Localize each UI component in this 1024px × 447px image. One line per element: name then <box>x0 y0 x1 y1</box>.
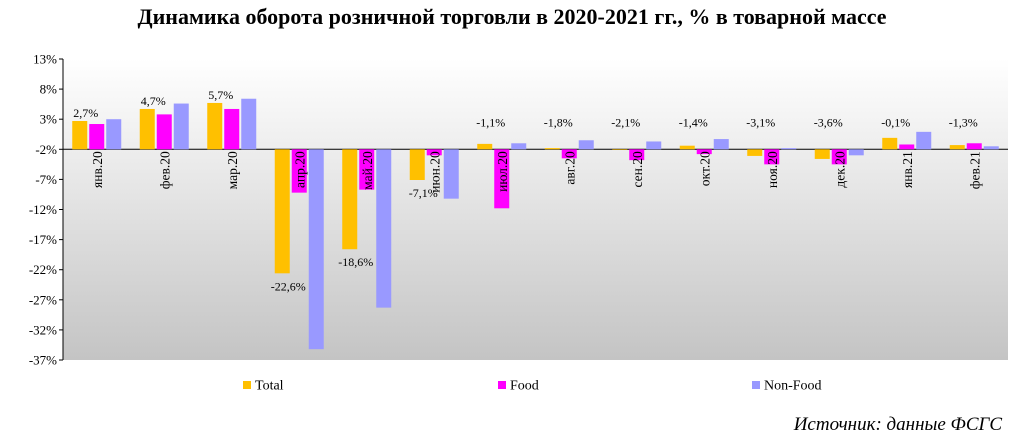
bar-total-14 <box>949 145 965 150</box>
bar-non-food-3 <box>241 98 257 150</box>
bar-non-food-9 <box>646 141 662 150</box>
category-label: дек.20 <box>832 151 847 188</box>
category-label: май.20 <box>360 151 375 190</box>
bar-non-food-13 <box>916 131 932 150</box>
bar-food-14 <box>966 143 982 150</box>
bar-food-1 <box>89 124 105 150</box>
bar-total-7 <box>477 143 493 150</box>
bar-food-8 <box>561 149 577 159</box>
data-label-total: -2,1% <box>611 115 640 129</box>
chart-title: Динамика оборота розничной торговли в 20… <box>137 4 887 29</box>
bar-total-2 <box>139 108 155 150</box>
category-label: фев.20 <box>157 151 172 189</box>
bar-total-11 <box>747 149 763 156</box>
category-label: апр.20 <box>292 151 307 188</box>
bar-non-food-7 <box>511 143 527 150</box>
bar-total-6 <box>409 149 425 181</box>
data-label-total: 4,7% <box>141 94 166 108</box>
y-tick-label: 3% <box>40 112 58 127</box>
legend-swatch-non-food <box>752 381 760 389</box>
bar-non-food-6 <box>443 149 459 199</box>
bar-non-food-11 <box>781 148 797 150</box>
bar-total-12 <box>814 149 830 159</box>
bar-food-4 <box>291 149 307 193</box>
data-label-total: -1,4% <box>679 115 708 129</box>
data-label-total: -1,1% <box>476 115 505 129</box>
y-tick-label: -32% <box>29 322 57 337</box>
bar-non-food-4 <box>308 149 324 350</box>
legend-label: Non-Food <box>764 379 822 394</box>
legend-swatch-food <box>498 381 506 389</box>
bar-food-11 <box>764 149 780 165</box>
bar-non-food-2 <box>173 103 189 150</box>
bar-food-10 <box>696 149 712 155</box>
y-tick-label: -2% <box>35 142 57 157</box>
bar-total-8 <box>544 148 560 150</box>
category-label: мар.20 <box>225 151 240 189</box>
bar-total-4 <box>274 149 290 274</box>
category-label: ноя.20 <box>765 151 780 188</box>
data-label-total: -1,8% <box>544 115 573 129</box>
category-label: окт.20 <box>697 151 712 186</box>
source-note: Источник: данные ФСГС <box>793 414 1002 435</box>
bar-food-12 <box>831 149 847 165</box>
bar-food-6 <box>426 149 442 156</box>
bar-food-5 <box>359 149 375 190</box>
category-label: июн.20 <box>427 151 442 193</box>
bar-non-food-8 <box>578 140 594 150</box>
bar-total-5 <box>342 149 358 250</box>
y-tick-label: -22% <box>29 262 57 277</box>
bar-food-9 <box>629 149 645 161</box>
bar-food-3 <box>224 108 240 150</box>
legend-label: Food <box>510 379 539 394</box>
data-label-total: -3,1% <box>746 115 775 129</box>
data-label-total: 5,7% <box>208 88 233 102</box>
y-tick-label: -17% <box>29 232 57 247</box>
bar-total-13 <box>882 137 898 150</box>
category-label: авг.20 <box>562 151 577 185</box>
bar-non-food-12 <box>848 149 864 156</box>
category-label: янв.20 <box>90 151 105 188</box>
data-label-total: -7,1% <box>409 186 438 200</box>
legend-label: Total <box>255 379 284 394</box>
bar-food-13 <box>899 144 915 150</box>
category-label: янв.21 <box>900 151 915 188</box>
y-tick-label: -12% <box>29 202 57 217</box>
bar-total-10 <box>679 145 695 150</box>
bar-non-food-5 <box>376 149 392 308</box>
data-label-total: 2,7% <box>73 106 98 120</box>
legend-swatch-total <box>243 381 251 389</box>
bar-food-7 <box>494 149 510 209</box>
bar-total-1 <box>72 121 88 150</box>
data-label-total: -0,1% <box>881 115 910 129</box>
y-tick-label: -7% <box>35 172 57 187</box>
bar-food-2 <box>156 114 172 150</box>
data-label-total: -18,6% <box>338 255 373 269</box>
bar-non-food-14 <box>983 146 999 150</box>
plot-area <box>63 59 1008 360</box>
bar-total-9 <box>612 149 628 150</box>
data-label-total: -1,3% <box>949 115 978 129</box>
category-label: сен.20 <box>630 151 645 187</box>
category-label: июл.20 <box>495 151 510 192</box>
y-tick-label: 13% <box>33 52 57 67</box>
category-label: фев.21 <box>967 151 982 189</box>
y-tick-label: 8% <box>40 82 58 97</box>
data-label-total: -22,6% <box>271 279 306 293</box>
y-tick-label: -27% <box>29 292 57 307</box>
bar-non-food-1 <box>106 119 122 150</box>
bar-non-food-10 <box>713 139 729 150</box>
bar-total-3 <box>207 102 223 150</box>
data-label-total: -3,6% <box>814 115 843 129</box>
y-tick-label: -37% <box>29 353 57 368</box>
